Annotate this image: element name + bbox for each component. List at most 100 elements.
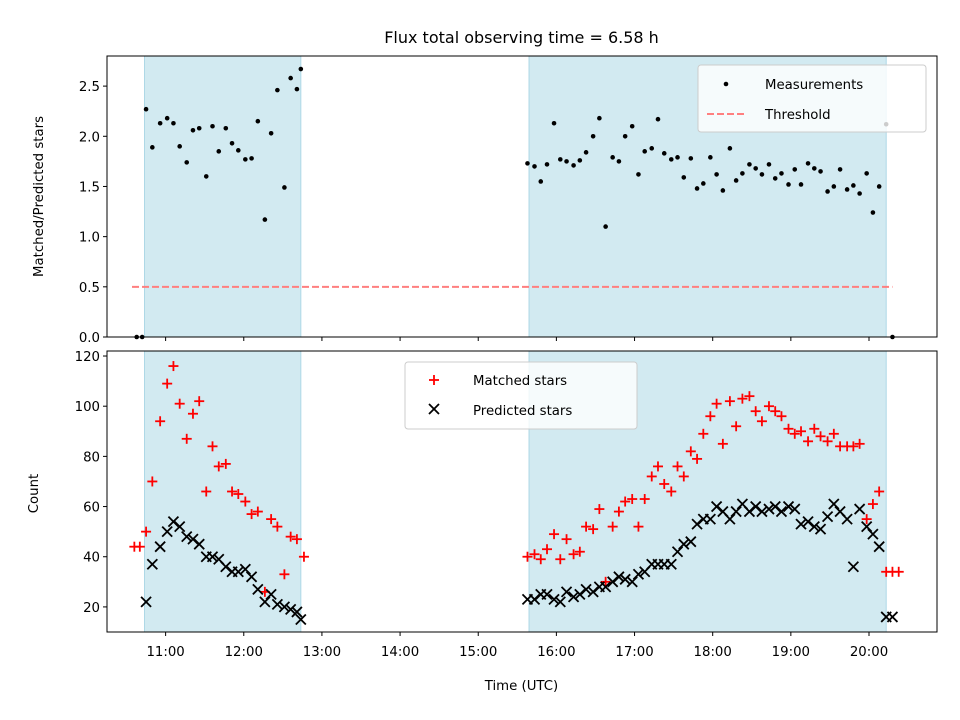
count-axes-frame (106, 350, 938, 633)
count-panel: 20 40 60 80 100 120 11:00 12:00 13:00 14:00 15:00… (27, 350, 938, 694)
count-legend-box (404, 361, 638, 430)
measurement-point (544, 162, 550, 167)
ratio-y-axis-label: Matched/Predicted stars (32, 116, 47, 277)
measurement-point (675, 155, 680, 160)
measurement-point (851, 183, 856, 188)
predicted-stars-point (763, 503, 775, 515)
matched-stars-point (854, 438, 865, 449)
matched-stars-point (155, 416, 166, 427)
measurement-point (864, 171, 869, 176)
matched-stars-point (639, 494, 650, 505)
measurement-point (268, 130, 274, 136)
matched-stars-point (698, 428, 709, 439)
legend-measurements-label: Measurements (765, 78, 863, 93)
measurement-point (655, 116, 661, 122)
count-x-tick-label: 18:00 (694, 645, 732, 660)
matched-stars-point (705, 411, 716, 422)
predicted-stars-point (271, 598, 284, 611)
matched-stars-point (627, 494, 638, 505)
measurement-point (714, 172, 719, 177)
measurement-point (779, 171, 784, 176)
matched-stars-point (174, 398, 185, 409)
measurement-point (294, 86, 300, 92)
predicted-stars-point (821, 510, 834, 523)
matched-stars-point (194, 396, 205, 407)
measurement-point (243, 157, 248, 162)
predicted-stars-point (567, 591, 580, 603)
predicted-stars-point (886, 611, 899, 623)
predicted-stars-point (580, 583, 592, 595)
matched-stars-point (848, 441, 859, 452)
matched-stars-point (633, 521, 644, 532)
predicted-stars-point (259, 596, 271, 608)
predicted-stars-point (704, 513, 716, 525)
matched-stars-point (555, 554, 566, 565)
predicted-stars-point (548, 593, 560, 606)
predicted-stars-point (278, 601, 291, 613)
measurement-point (825, 189, 830, 194)
measurement-point (610, 155, 615, 160)
count-x-tick-label: 17:00 (615, 645, 653, 660)
matched-stars-point (227, 486, 238, 497)
count-y-tick-label: 60 (83, 501, 100, 516)
measurement-point (298, 66, 304, 72)
measurement-point (223, 125, 229, 131)
matched-stars-point (783, 423, 794, 434)
measurement-point (143, 106, 149, 112)
matched-stars-point (233, 489, 244, 500)
predicted-stars-point (193, 538, 205, 550)
predicted-stars-point (626, 576, 638, 588)
predicted-stars-point (814, 523, 827, 535)
measurement-point (616, 159, 622, 164)
measurement-point (811, 166, 817, 171)
measurement-point (603, 224, 608, 229)
predicted-stars-point (828, 498, 840, 510)
predicted-stars-point (252, 583, 264, 595)
measurement-point (772, 176, 778, 181)
measurement-point (190, 127, 196, 133)
measurement-point (538, 179, 544, 184)
measurement-point (255, 118, 261, 124)
matched-stars-point (828, 428, 839, 439)
measurement-point (249, 156, 254, 161)
matched-stars-point (542, 544, 553, 555)
ratio-legend-box (697, 64, 927, 133)
predicted-stars-point (619, 573, 631, 585)
ratio-y-tick-label: 2.0 (79, 130, 100, 145)
figure-title: Flux total observing time = 6.58 h (384, 28, 659, 47)
matched-stars-point (141, 526, 152, 537)
ratio-panel: 0.0 0.5 1.0 1.5 2.0 2.5 Matched/Predicted sta… (32, 55, 938, 346)
measurement-point (164, 115, 170, 121)
predicted-stars-point (665, 558, 677, 570)
matched-stars-point (581, 521, 592, 532)
ratio-y-tick-label: 2.5 (79, 80, 100, 95)
matched-stars-point (731, 421, 742, 432)
predicted-stars-point (808, 520, 820, 533)
measurement-point (792, 167, 798, 172)
measurement-point (786, 182, 791, 187)
predicted-stars-point (181, 531, 193, 543)
matched-stars-point (187, 408, 198, 419)
predicted-stars-point (632, 568, 645, 580)
measurement-point (837, 167, 843, 172)
count-y-tick-label: 120 (75, 350, 100, 365)
measurement-point (551, 120, 557, 126)
measurement-point (708, 155, 713, 160)
measurement-point (532, 164, 537, 169)
count-y-tick-label: 100 (75, 400, 100, 415)
matched-stars-point (776, 411, 787, 422)
measurement-point (150, 145, 155, 150)
matched-stars-point (763, 401, 774, 412)
measurement-point (740, 171, 745, 176)
matched-stars-point (652, 461, 663, 472)
measurement-point (171, 120, 176, 126)
ratio-y-tick-label: 1.0 (79, 231, 100, 246)
measurement-point (642, 149, 648, 154)
predicted-stars-point (867, 528, 879, 540)
predicted-stars-point (756, 505, 768, 518)
predicted-stars-point (613, 571, 625, 583)
measurement-point (216, 149, 222, 154)
matched-stars-point (874, 486, 885, 497)
measurement-point (661, 151, 667, 156)
matched-stars-point (568, 549, 579, 560)
